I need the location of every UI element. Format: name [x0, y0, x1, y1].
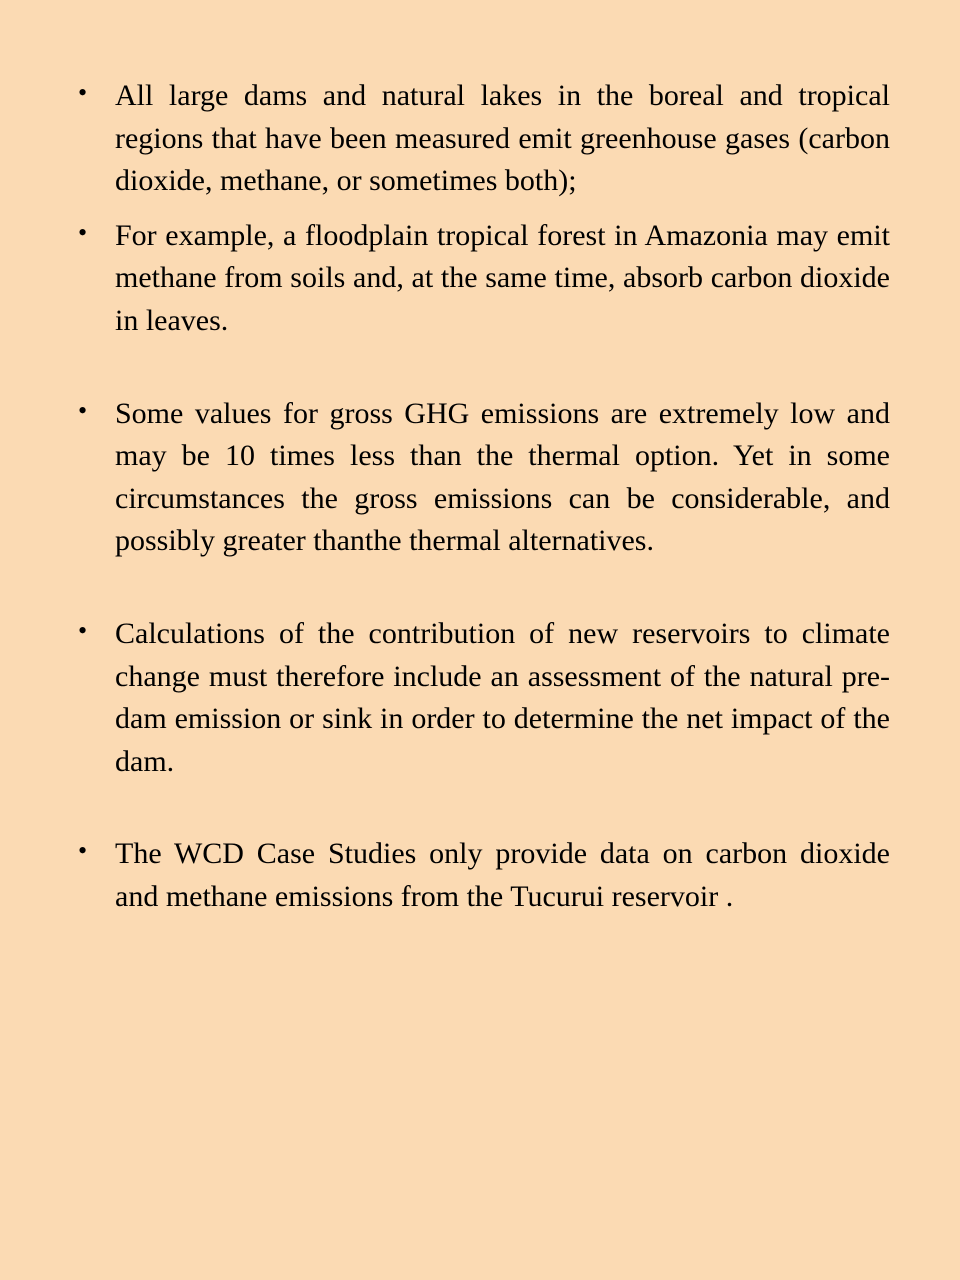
- bullet-item: Some values for gross GHG emissions are …: [60, 393, 890, 563]
- bullet-item: All large dams and natural lakes in the …: [60, 75, 890, 203]
- bullet-item: Calculations of the contribution of new …: [60, 613, 890, 783]
- bullet-item: The WCD Case Studies only provide data o…: [60, 833, 890, 918]
- bullet-item: For example, a floodplain tropical fores…: [60, 215, 890, 343]
- bullet-list: All large dams and natural lakes in the …: [60, 75, 890, 919]
